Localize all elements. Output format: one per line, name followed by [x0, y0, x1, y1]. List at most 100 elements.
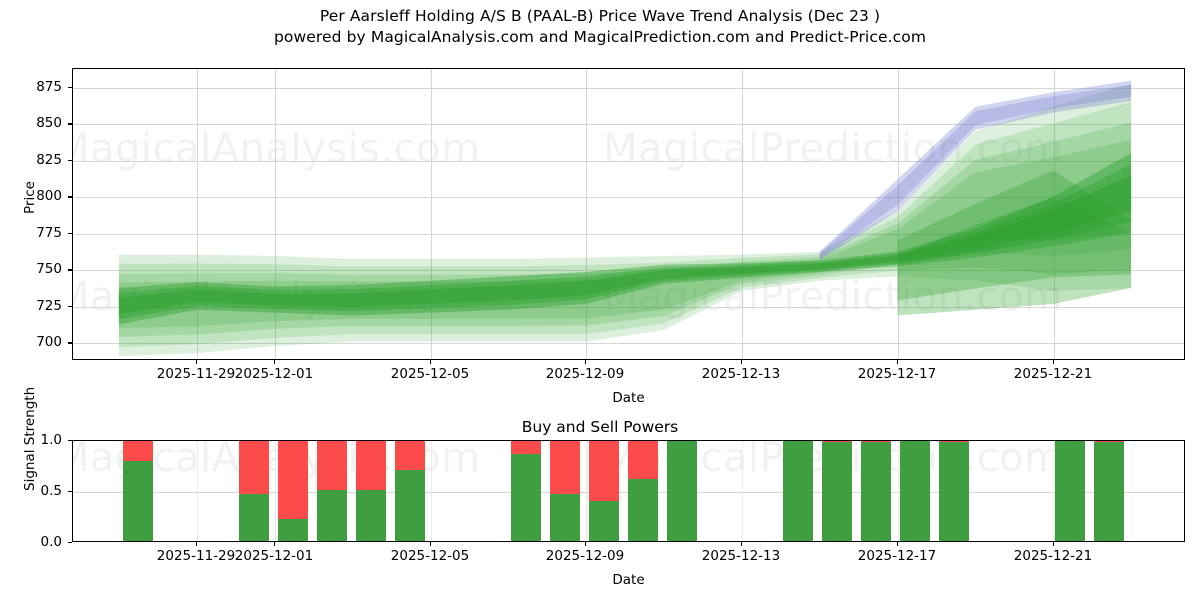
x-tick-mark — [274, 360, 276, 364]
gridline-vertical — [586, 441, 587, 541]
signal-chart-title: Buy and Sell Powers — [521, 418, 679, 436]
signal-bar[interactable] — [550, 441, 580, 541]
buy-power-segment — [239, 494, 269, 541]
signal-bar[interactable] — [667, 441, 697, 541]
price-x-axis-title: Date — [612, 390, 645, 406]
price-band-envelope-2 — [118, 122, 1132, 337]
x-tick-label: 2025-12-01 — [234, 548, 314, 564]
buy-power-segment — [900, 441, 930, 541]
gridline-vertical — [1054, 441, 1055, 541]
buy-power-segment — [278, 518, 308, 541]
x-tick-label: 2025-12-05 — [390, 548, 470, 564]
signal-bar[interactable] — [822, 441, 852, 541]
gridline-vertical — [431, 441, 432, 541]
y-tick-mark — [68, 440, 72, 442]
y-tick-label: 750 — [36, 261, 62, 278]
y-tick-label: 875 — [36, 78, 62, 95]
gridline-horizontal — [73, 270, 1184, 272]
signal-bar[interactable] — [783, 441, 813, 541]
price-y-axis-title: Price — [22, 181, 38, 214]
x-tick-label: 2025-12-17 — [857, 548, 937, 564]
price-band-core-1 — [118, 164, 1132, 320]
y-tick-mark — [68, 342, 72, 344]
gridline-vertical — [898, 441, 899, 541]
buy-power-segment — [317, 490, 347, 541]
figure-title-line-2: powered by MagicalAnalysis.com and Magic… — [273, 28, 927, 46]
sell-power-segment — [395, 441, 425, 470]
x-tick-label: 2025-12-01 — [234, 366, 314, 382]
y-tick-mark — [68, 269, 72, 271]
signal-bar[interactable] — [239, 441, 269, 541]
y-tick-mark — [68, 123, 72, 125]
buy-power-segment — [1094, 442, 1124, 541]
price-chart-plot-area: MagicalAnalysis.com MagicalPrediction.com… — [72, 68, 1185, 360]
price-band-core-2 — [118, 175, 1132, 315]
x-tick-mark — [196, 542, 198, 546]
gridline-horizontal — [73, 197, 1184, 199]
signal-bar[interactable] — [278, 441, 308, 541]
price-wave-band-overlay — [118, 80, 1132, 357]
y-tick-label: 0.0 — [40, 534, 62, 550]
figure-title: Per Aarsleff Holding A/S B (PAAL-B) Pric… — [0, 6, 1200, 48]
signal-bar[interactable] — [1055, 441, 1085, 541]
signal-bar[interactable] — [123, 441, 153, 541]
signal-y-axis-ticks: 0.0 0.5 1.0 — [0, 432, 62, 550]
signal-bar[interactable] — [511, 441, 541, 541]
sell-power-segment — [939, 441, 969, 443]
price-band-envelope-3 — [118, 139, 1132, 329]
buy-power-segment — [822, 442, 852, 541]
x-tick-mark — [1053, 360, 1055, 364]
price-x-axis-tickmarks — [0, 360, 1200, 365]
signal-x-axis-title: Date — [612, 572, 645, 588]
x-tick-label: 2025-12-09 — [545, 548, 625, 564]
gridline-vertical — [197, 69, 198, 359]
x-tick-mark — [585, 360, 587, 364]
buy-power-segment — [939, 442, 969, 541]
figure-title-line-1: Per Aarsleff Holding A/S B (PAAL-B) Pric… — [319, 7, 881, 25]
sell-power-segment — [123, 441, 153, 462]
gridline-vertical — [275, 441, 276, 541]
signal-x-axis-tickmarks — [0, 542, 1200, 547]
y-tick-mark — [68, 86, 72, 89]
buy-power-segment — [1055, 441, 1085, 541]
y-tick-label: 700 — [36, 334, 62, 351]
x-tick-mark — [897, 360, 899, 364]
signal-bar[interactable] — [356, 441, 386, 541]
gridline-vertical — [742, 441, 743, 541]
signal-bar[interactable] — [628, 441, 658, 541]
gridline-vertical — [431, 69, 432, 359]
x-tick-label: 2025-12-17 — [857, 366, 937, 382]
y-tick-mark — [68, 305, 72, 308]
sell-power-segment — [1094, 441, 1124, 443]
x-tick-mark — [585, 542, 587, 546]
x-tick-label: 2025-12-09 — [545, 366, 625, 382]
price-x-axis-labels: 2025-11-29 2025-12-01 2025-12-05 2025-12-09… — [0, 366, 1200, 388]
price-band-late-fan-0 — [897, 170, 1132, 316]
y-tick-label: 0.5 — [40, 483, 62, 499]
x-tick-label: 2025-12-21 — [1013, 548, 1093, 564]
signal-bar[interactable] — [900, 441, 930, 541]
sell-power-segment — [239, 441, 269, 495]
price-band-envelope-1 — [118, 101, 1132, 347]
y-tick-label: 775 — [36, 224, 62, 241]
sell-power-segment — [861, 441, 891, 443]
gridline-vertical — [197, 441, 198, 541]
gridline-vertical — [898, 69, 899, 359]
y-tick-mark — [68, 196, 72, 198]
signal-x-axis-labels: 2025-11-29 2025-12-01 2025-12-05 2025-12-09… — [0, 548, 1200, 570]
buy-power-segment — [511, 454, 541, 541]
gridline-horizontal — [73, 124, 1184, 126]
x-tick-mark — [274, 542, 276, 546]
signal-bar[interactable] — [1094, 441, 1124, 541]
y-tick-label: 1.0 — [40, 432, 62, 448]
signal-bar[interactable] — [395, 441, 425, 541]
signal-bar[interactable] — [317, 441, 347, 541]
signal-bar[interactable] — [589, 441, 619, 541]
signal-bar[interactable] — [861, 441, 891, 541]
y-tick-label: 800 — [36, 188, 62, 205]
price-band-core-0 — [118, 153, 1132, 325]
sell-power-segment — [550, 441, 580, 495]
signal-bar[interactable] — [939, 441, 969, 541]
gridline-horizontal — [73, 160, 1184, 162]
